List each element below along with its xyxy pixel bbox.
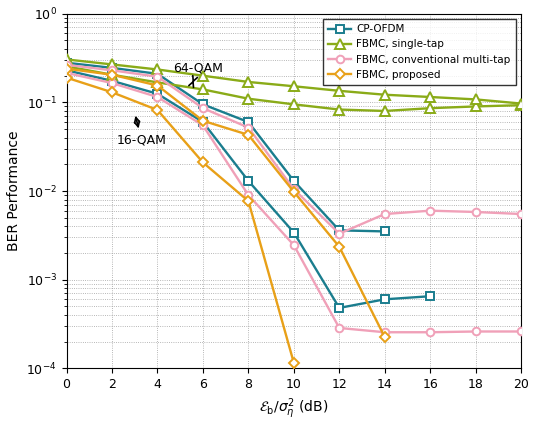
Y-axis label: BER Performance: BER Performance: [7, 131, 21, 251]
X-axis label: $\mathcal{E}_{\mathrm{b}}/\sigma_{\eta}^{2}$ (dB): $\mathcal{E}_{\mathrm{b}}/\sigma_{\eta}^…: [259, 397, 329, 421]
Legend: CP-OFDM, FBMC, single-tap, FBMC, conventional multi-tap, FBMC, proposed: CP-OFDM, FBMC, single-tap, FBMC, convent…: [323, 19, 516, 85]
Text: 64-QAM: 64-QAM: [174, 62, 224, 87]
Text: 16-QAM: 16-QAM: [117, 117, 167, 147]
